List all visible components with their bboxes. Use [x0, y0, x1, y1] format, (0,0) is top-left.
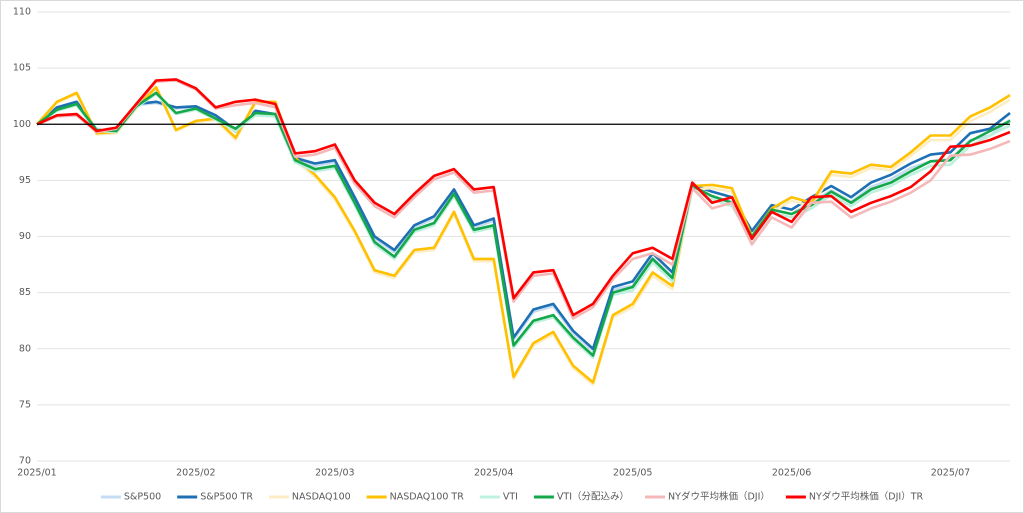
y-tick-label: 80 — [19, 343, 31, 354]
y-tick-label: 105 — [13, 63, 31, 74]
x-tick-label: 2025/05 — [613, 468, 652, 479]
x-tick-label: 2025/01 — [17, 468, 56, 479]
x-tick-label: 2025/04 — [474, 468, 513, 479]
y-tick-label: 95 — [19, 175, 31, 186]
y-tick-label: 85 — [19, 287, 31, 298]
x-tick-label: 2025/03 — [315, 468, 354, 479]
series-line — [36, 85, 1011, 384]
legend-label: NYダウ平均株価（DJI）TR — [809, 491, 924, 503]
series-line — [36, 78, 1011, 317]
legend-label: S&P500 — [124, 492, 161, 503]
legend: S&P500 S&P500 TR NASDAQ100 NASDAQ100 TR VTI V… — [100, 491, 924, 503]
series-line — [36, 91, 1011, 357]
x-tick-label: 2025/06 — [772, 468, 811, 479]
y-tick-label: 100 — [13, 119, 31, 130]
legend-label: VTI — [503, 492, 518, 503]
legend-label: NASDAQ100 — [292, 492, 351, 503]
legend-label: S&P500 TR — [200, 492, 253, 503]
legend-label: NASDAQ100 TR — [390, 492, 465, 503]
legend-label: NYダウ平均株価（DJI） — [668, 491, 770, 503]
legend-label: VTI（分配込み） — [557, 491, 629, 503]
y-tick-label: 110 — [13, 7, 31, 18]
x-tick-label: 2025/02 — [176, 468, 215, 479]
y-tick-label: 70 — [19, 456, 31, 467]
y-tick-label: 90 — [19, 231, 31, 242]
x-tick-label: 2025/07 — [931, 468, 970, 479]
y-tick-label: 75 — [19, 399, 31, 410]
series-line — [36, 100, 1011, 351]
